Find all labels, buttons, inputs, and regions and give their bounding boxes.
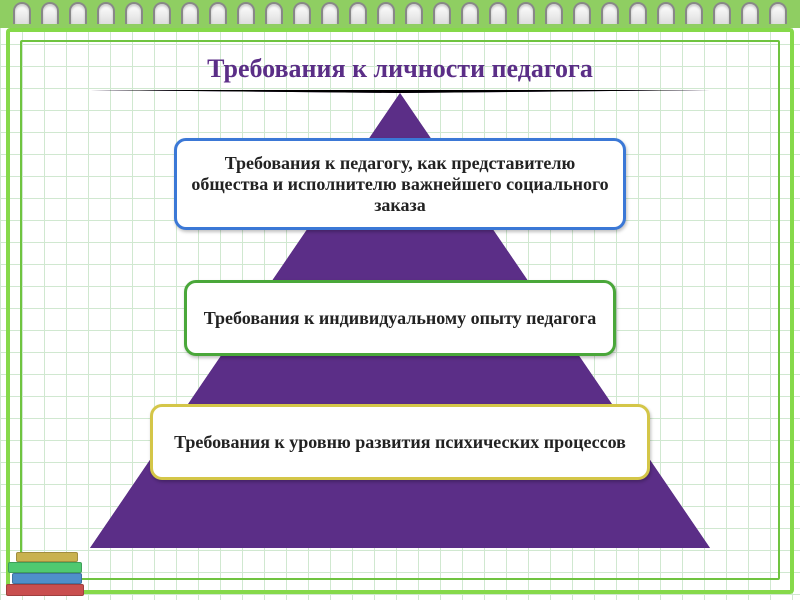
spiral-ring	[349, 2, 367, 24]
slide-title: Требования к личности педагога	[20, 54, 780, 84]
spiral-ring	[321, 2, 339, 24]
spiral-ring	[125, 2, 143, 24]
book-1	[6, 584, 84, 596]
spiral-ring	[13, 2, 31, 24]
slide-content: Требования к личности педагога Требовани…	[20, 40, 780, 580]
pyramid-callout-1: Требования к педагогу, как представителю…	[174, 138, 626, 230]
spiral-ring	[293, 2, 311, 24]
spiral-ring	[237, 2, 255, 24]
spiral-ring	[629, 2, 647, 24]
book-3	[8, 562, 82, 573]
spiral-ring	[769, 2, 787, 24]
spiral-ring	[41, 2, 59, 24]
spiral-rings	[0, 2, 800, 28]
spiral-ring	[97, 2, 115, 24]
spiral-ring	[573, 2, 591, 24]
spiral-ring	[265, 2, 283, 24]
callout-text: Требования к уровню развития психических…	[174, 432, 626, 453]
books-decoration	[6, 546, 96, 596]
spiral-ring	[489, 2, 507, 24]
spiral-ring	[685, 2, 703, 24]
spiral-ring	[713, 2, 731, 24]
book-2	[12, 573, 82, 584]
pyramid-diagram: Требования к педагогу, как представителю…	[20, 90, 780, 560]
spiral-ring	[433, 2, 451, 24]
book-4	[16, 552, 78, 562]
spiral-ring	[741, 2, 759, 24]
spiral-ring	[657, 2, 675, 24]
spiral-ring	[545, 2, 563, 24]
spiral-ring	[405, 2, 423, 24]
spiral-ring	[517, 2, 535, 24]
spiral-ring	[181, 2, 199, 24]
spiral-ring	[377, 2, 395, 24]
pyramid-callout-2: Требования к индивидуальному опыту педаг…	[184, 280, 616, 356]
spiral-ring	[209, 2, 227, 24]
pyramid-callout-3: Требования к уровню развития психических…	[150, 404, 650, 480]
spiral-ring	[461, 2, 479, 24]
callout-text: Требования к индивидуальному опыту педаг…	[204, 308, 597, 329]
spiral-ring	[69, 2, 87, 24]
spiral-ring	[601, 2, 619, 24]
callout-text: Требования к педагогу, как представителю…	[191, 153, 609, 216]
spiral-ring	[153, 2, 171, 24]
